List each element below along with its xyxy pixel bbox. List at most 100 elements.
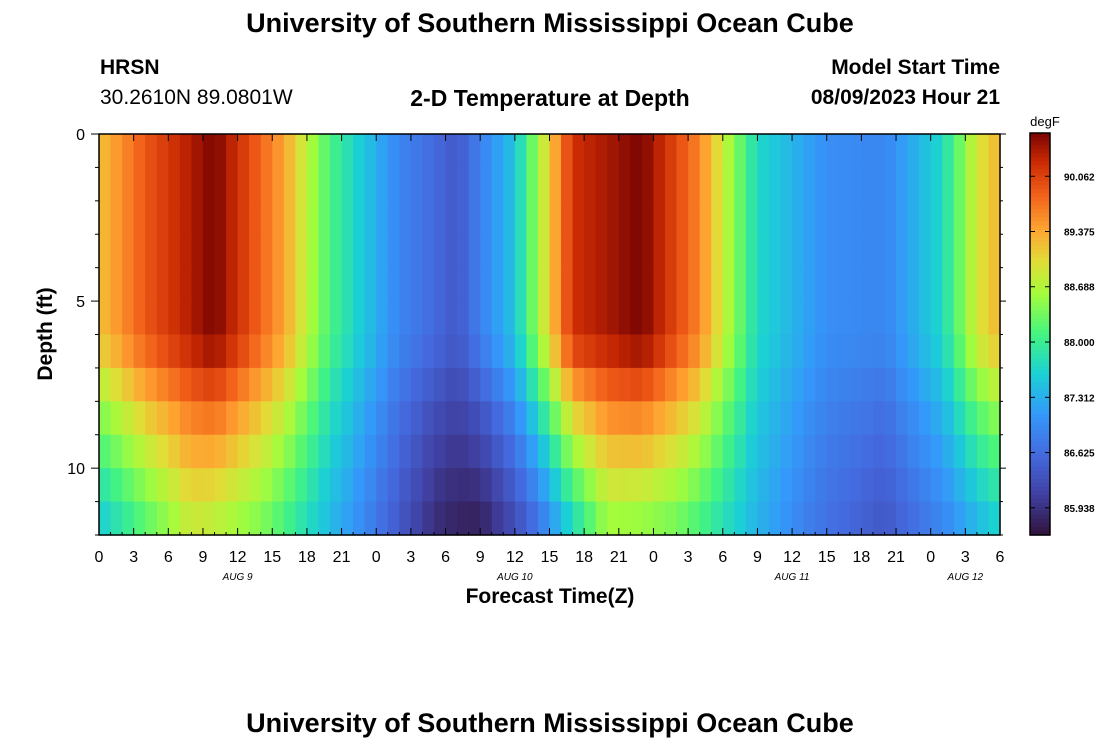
colorbar-swatch <box>1030 141 1050 146</box>
heatmap-cell <box>433 434 447 469</box>
heatmap-cell <box>734 234 747 269</box>
heatmap-cell <box>930 501 943 536</box>
heatmap-cell <box>584 468 597 503</box>
heatmap-cell <box>618 301 631 336</box>
heatmap-cell <box>410 234 424 269</box>
heatmap-cell <box>491 200 504 235</box>
heatmap-cell <box>202 501 216 536</box>
heatmap-cell <box>618 134 631 169</box>
heatmap-cell <box>561 434 574 469</box>
heatmap-cell <box>965 267 978 302</box>
heatmap-cell <box>179 434 193 469</box>
heatmap-cell <box>792 367 805 402</box>
heatmap-cell <box>584 134 597 169</box>
heatmap-cell <box>156 501 169 536</box>
heatmap-cell <box>387 501 400 536</box>
colorbar-tick-label: 89.375 <box>1064 227 1095 238</box>
heatmap-cell <box>214 200 227 235</box>
date-label: AUG 11 <box>774 572 810 583</box>
heatmap-cell <box>122 134 135 169</box>
heatmap-cell <box>919 434 932 469</box>
heatmap-cell <box>815 401 828 436</box>
heatmap-cell <box>272 234 285 269</box>
heatmap-cell <box>676 301 689 336</box>
heatmap-cell <box>653 334 666 369</box>
heatmap-cell <box>688 367 701 402</box>
heatmap-cell <box>272 167 285 202</box>
heatmap-cell <box>202 167 216 202</box>
y-tick-label: 10 <box>67 461 85 478</box>
heatmap-cell <box>514 434 527 469</box>
heatmap-cell <box>318 501 331 536</box>
heatmap-cell <box>249 167 262 202</box>
heatmap-cell <box>849 334 862 369</box>
heatmap-cell <box>110 267 123 302</box>
heatmap-cell <box>295 267 308 302</box>
heatmap-cell <box>919 468 932 503</box>
heatmap-cell <box>572 401 585 436</box>
colorbar-swatch <box>1030 153 1050 158</box>
heatmap-cell <box>503 401 516 436</box>
heatmap-cell <box>364 501 377 536</box>
heatmap-cell <box>376 134 389 169</box>
heatmap-cell <box>537 468 551 503</box>
heatmap-cell <box>191 200 204 235</box>
heatmap-cell <box>745 367 759 402</box>
heatmap-cell <box>722 468 735 503</box>
heatmap-cell <box>549 434 562 469</box>
heatmap-cell <box>260 267 273 302</box>
heatmap-cell <box>537 434 551 469</box>
colorbar-swatch <box>1030 390 1050 395</box>
heatmap-cell <box>156 401 169 436</box>
heatmap-cell <box>468 401 481 436</box>
heatmap-cell <box>745 434 759 469</box>
heatmap-cell <box>849 434 862 469</box>
x-tick-label: 21 <box>610 549 628 566</box>
heatmap-cell <box>803 200 816 235</box>
colorbar-tick-label: 88.688 <box>1064 283 1095 294</box>
heatmap-cell <box>306 301 320 336</box>
heatmap-cell <box>768 501 782 536</box>
heatmap-cell <box>676 501 689 536</box>
heatmap-cell <box>202 468 216 503</box>
heatmap-cell <box>618 501 631 536</box>
heatmap-cell <box>884 334 897 369</box>
heatmap-cell <box>491 501 504 536</box>
heatmap-cell <box>364 200 377 235</box>
colorbar-swatch <box>1030 157 1050 162</box>
heatmap-cell <box>179 401 193 436</box>
heatmap-cell <box>676 401 689 436</box>
heatmap-cell <box>457 301 470 336</box>
heatmap-cell <box>353 267 366 302</box>
heatmap-cell <box>376 167 389 202</box>
heatmap-cell <box>907 134 920 169</box>
heatmap-cell <box>99 200 112 235</box>
heatmap-cell <box>618 434 631 469</box>
heatmap-cell <box>757 234 770 269</box>
heatmap-cell <box>572 267 585 302</box>
colorbar-swatch <box>1030 334 1050 339</box>
colorbar-swatch <box>1030 253 1050 259</box>
heatmap-cell <box>896 134 909 169</box>
heatmap-cell <box>826 401 839 436</box>
heatmap-cell <box>803 434 816 469</box>
heatmap-cell <box>387 167 400 202</box>
colorbar-swatch <box>1030 185 1050 190</box>
heatmap-cell <box>237 301 250 336</box>
heatmap-cell <box>480 434 493 469</box>
heatmap-cell <box>665 367 678 402</box>
heatmap-cell <box>572 200 585 235</box>
colorbar-swatch <box>1030 410 1050 415</box>
heatmap-cell <box>849 234 862 269</box>
heatmap-cell <box>168 234 181 269</box>
heatmap-cell <box>526 167 539 202</box>
heatmap-cell <box>907 167 920 202</box>
heatmap-cell <box>468 501 481 536</box>
heatmap-cell <box>306 234 320 269</box>
heatmap-cell <box>641 134 655 169</box>
heatmap-cell <box>410 200 424 235</box>
heatmap-cell <box>965 234 978 269</box>
heatmap-cell <box>872 401 886 436</box>
heatmap-cell <box>214 334 227 369</box>
colorbar-swatch <box>1030 418 1050 424</box>
